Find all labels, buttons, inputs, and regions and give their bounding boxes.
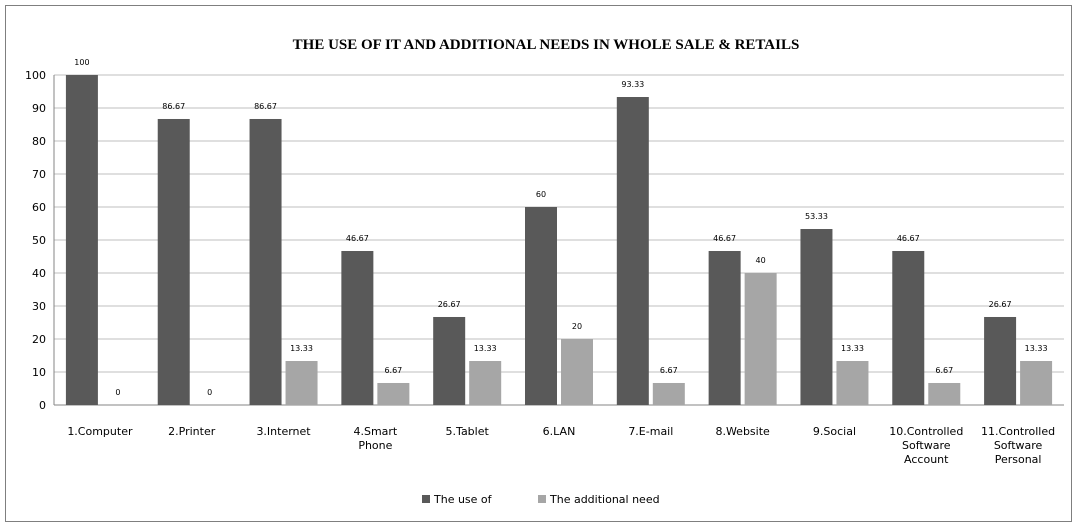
bar-additional-need — [744, 273, 777, 405]
bar-additional-need — [1020, 361, 1053, 405]
data-label-additional-need: 13.33 — [1025, 344, 1048, 353]
data-label-use: 26.67 — [989, 300, 1012, 309]
chart-frame: THE USE OF IT AND ADDITIONAL NEEDS IN WH… — [5, 5, 1072, 522]
bar-use — [249, 118, 282, 405]
x-category-label: 9.Social — [813, 425, 856, 438]
x-category-label: Software — [994, 439, 1043, 452]
legend-label-use: The use of — [433, 493, 493, 506]
bar-additional-need — [561, 339, 593, 405]
data-label-additional-need: 13.33 — [841, 344, 864, 353]
x-category-label: 6.LAN — [543, 425, 576, 438]
y-tick-label: 20 — [32, 333, 46, 346]
x-category-label: 5.Tablet — [446, 425, 490, 438]
bar-additional-need — [469, 361, 502, 405]
data-label-additional-need: 40 — [756, 256, 766, 265]
data-label-use: 86.67 — [162, 102, 185, 111]
bar-use — [341, 250, 374, 405]
data-label-additional-need: 13.33 — [474, 344, 497, 353]
x-category-label: 11.Controlled — [981, 425, 1055, 438]
data-label-additional-need: 13.33 — [290, 344, 313, 353]
y-tick-label: 100 — [25, 69, 46, 82]
x-category-label: 8.Website — [715, 425, 770, 438]
y-tick-label: 10 — [32, 366, 46, 379]
bar-use — [892, 250, 925, 405]
bar-use — [157, 118, 190, 405]
bar-additional-need — [652, 382, 685, 405]
data-label-use: 46.67 — [346, 234, 369, 243]
legend-swatch-additional-need — [538, 495, 546, 503]
x-category-label: Personal — [995, 453, 1042, 466]
bar-use — [616, 97, 649, 406]
chart-title: THE USE OF IT AND ADDITIONAL NEEDS IN WH… — [293, 37, 800, 53]
x-category-label: Software — [902, 439, 951, 452]
x-category-label: 7.E-mail — [628, 425, 673, 438]
data-label-use: 86.67 — [254, 102, 277, 111]
x-category-label: 1.Computer — [67, 425, 133, 438]
y-tick-label: 40 — [32, 267, 46, 280]
data-label-use: 46.67 — [713, 234, 736, 243]
bar-use — [984, 316, 1017, 405]
x-axis: 1.Computer 2.Printer 3.Internet 4.SmartPhon… — [67, 425, 1055, 466]
data-label-use: 93.33 — [621, 80, 644, 89]
bar-use — [65, 75, 98, 405]
x-category-label: Phone — [358, 439, 392, 452]
bar-additional-need — [285, 361, 318, 405]
y-tick-label: 60 — [32, 201, 46, 214]
legend-swatch-use — [422, 495, 430, 503]
gridlines — [54, 74, 1064, 406]
y-tick-label: 30 — [32, 300, 46, 313]
bar-additional-need — [928, 382, 961, 405]
y-tick-label: 0 — [39, 399, 46, 412]
legend: The use of The additional need — [422, 493, 660, 506]
data-label-use: 46.67 — [897, 234, 920, 243]
bar-additional-need — [377, 382, 410, 405]
data-label-use: 26.67 — [438, 300, 461, 309]
data-label-additional-need: 20 — [572, 322, 582, 331]
y-axis: 0 10 20 30 40 50 60 70 80 90 100 — [25, 69, 55, 412]
bar-use — [525, 207, 557, 405]
bar-use — [708, 250, 741, 405]
y-tick-label: 90 — [32, 102, 46, 115]
x-category-label: 2.Printer — [168, 425, 216, 438]
bars: 100 86.67 86.67 46.67 26.67 60 93.33 46.67 53.33… — [65, 58, 1053, 406]
y-tick-label: 70 — [32, 168, 46, 181]
x-category-label: 3.Internet — [256, 425, 311, 438]
data-label-additional-need: 0 — [115, 388, 120, 397]
legend-label-additional-need: The additional need — [549, 493, 660, 506]
x-category-label: 4.Smart — [353, 425, 397, 438]
data-label-additional-need: 6.67 — [384, 366, 402, 375]
bar-chart: THE USE OF IT AND ADDITIONAL NEEDS IN WH… — [25, 37, 1064, 506]
y-tick-label: 50 — [32, 234, 46, 247]
bar-use — [800, 229, 833, 405]
data-label-use: 100 — [74, 58, 89, 67]
bar-additional-need — [836, 361, 869, 405]
x-category-label: Account — [904, 453, 949, 466]
x-category-label: 10.Controlled — [889, 425, 963, 438]
bar-use — [433, 316, 466, 405]
y-tick-label: 80 — [32, 135, 46, 148]
data-label-additional-need: 0 — [207, 388, 212, 397]
data-label-use: 53.33 — [805, 212, 828, 221]
data-label-additional-need: 6.67 — [935, 366, 953, 375]
data-label-use: 60 — [536, 190, 546, 199]
data-label-additional-need: 6.67 — [660, 366, 678, 375]
